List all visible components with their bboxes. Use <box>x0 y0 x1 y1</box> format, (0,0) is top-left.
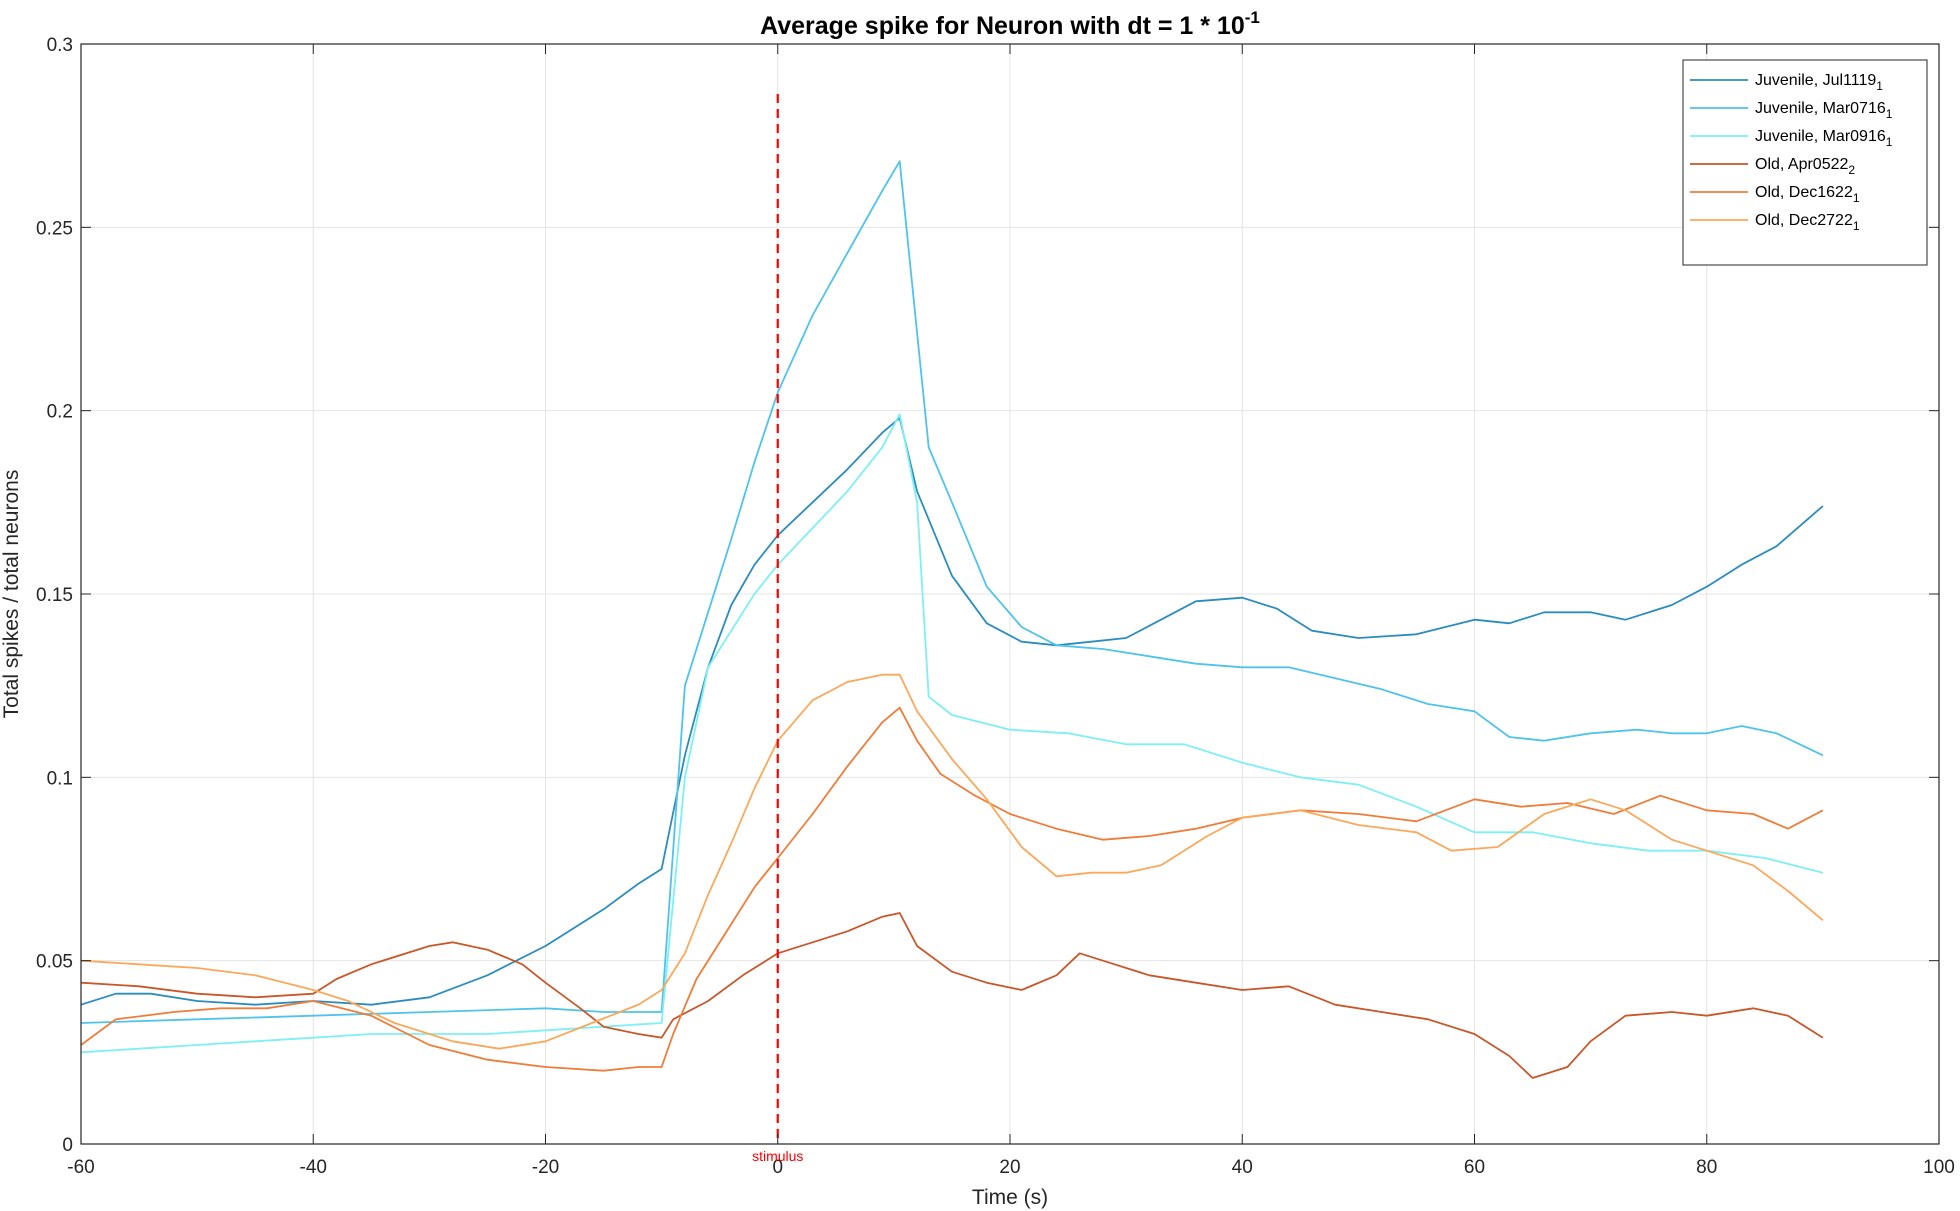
y-tick-label: 0 <box>62 1135 73 1156</box>
y-tick-label: 0.25 <box>36 218 73 239</box>
legend-entry-subscript: 1 <box>1886 135 1893 149</box>
series-line-2 <box>80 413 1824 1054</box>
chart-title-text: Average spike for Neuron with dt = 1 * 1… <box>760 12 1245 40</box>
series-line-3 <box>80 912 1824 1079</box>
legend-entry-name: Old, Apr0522 <box>1755 156 1849 173</box>
x-tick-label: -40 <box>300 1157 327 1178</box>
x-tick-label: 0 <box>772 1157 783 1178</box>
legend-entry: Juvenile, Jul11191 <box>1755 72 1883 93</box>
legend-entry: Old, Dec16221 <box>1755 184 1860 205</box>
series-line-0 <box>80 417 1824 1006</box>
x-tick-label: -20 <box>532 1157 559 1178</box>
x-tick-label: 100 <box>1923 1157 1955 1178</box>
legend-entry-name: Juvenile, Mar0716 <box>1755 100 1886 117</box>
x-tick-labels: -60 -40 -20 0 20 40 60 80 100 <box>67 1157 1955 1178</box>
y-tick-labels: 0 0.05 0.1 0.15 0.2 0.25 0.3 <box>36 35 73 1156</box>
legend-entry: Old, Dec27221 <box>1755 212 1860 233</box>
legend-entry-name: Old, Dec1622 <box>1755 184 1853 201</box>
legend-entry-name: Old, Dec2722 <box>1755 212 1853 229</box>
x-tick-label: 20 <box>999 1157 1020 1178</box>
chart-title: Average spike for Neuron with dt = 1 * 1… <box>760 8 1260 40</box>
series-lines <box>80 160 1824 1079</box>
y-tick-label: 0.15 <box>36 585 73 606</box>
chart-title-superscript: -1 <box>1245 8 1260 27</box>
x-tick-label: -60 <box>67 1157 94 1178</box>
series-line-1 <box>80 160 1824 1024</box>
tick-marks <box>80 43 1940 1145</box>
x-axis-label: Time (s) <box>972 1186 1048 1209</box>
series-line-5 <box>80 673 1824 1050</box>
legend-entry-subscript: 1 <box>1853 191 1860 205</box>
legend-entry-subscript: 1 <box>1876 79 1883 93</box>
x-tick-label: 60 <box>1464 1157 1485 1178</box>
legend-entry-subscript: 1 <box>1886 107 1893 121</box>
y-tick-label: 0.1 <box>47 768 73 789</box>
legend-entry-subscript: 2 <box>1848 163 1855 177</box>
y-tick-label: 0.05 <box>36 952 73 973</box>
legend-entry-name: Juvenile, Mar0916 <box>1755 128 1886 145</box>
y-tick-label: 0.3 <box>47 35 73 56</box>
legend-entry: Old, Apr05222 <box>1755 156 1855 177</box>
legend-entry-name: Juvenile, Jul1119 <box>1755 72 1876 89</box>
legend-box <box>1682 59 1928 266</box>
x-tick-label: 80 <box>1696 1157 1717 1178</box>
legend-entry-subscript: 1 <box>1853 219 1860 233</box>
y-tick-label: 0.2 <box>47 402 73 423</box>
stimulus-label: stimulus <box>752 1148 803 1164</box>
legend-entry: Juvenile, Mar09161 <box>1755 128 1893 149</box>
legend-entry: Juvenile, Mar07161 <box>1755 100 1893 121</box>
y-axis-label: Total spikes / total neurons <box>0 470 23 719</box>
series-line-4 <box>80 706 1824 1072</box>
x-tick-label: 40 <box>1232 1157 1253 1178</box>
